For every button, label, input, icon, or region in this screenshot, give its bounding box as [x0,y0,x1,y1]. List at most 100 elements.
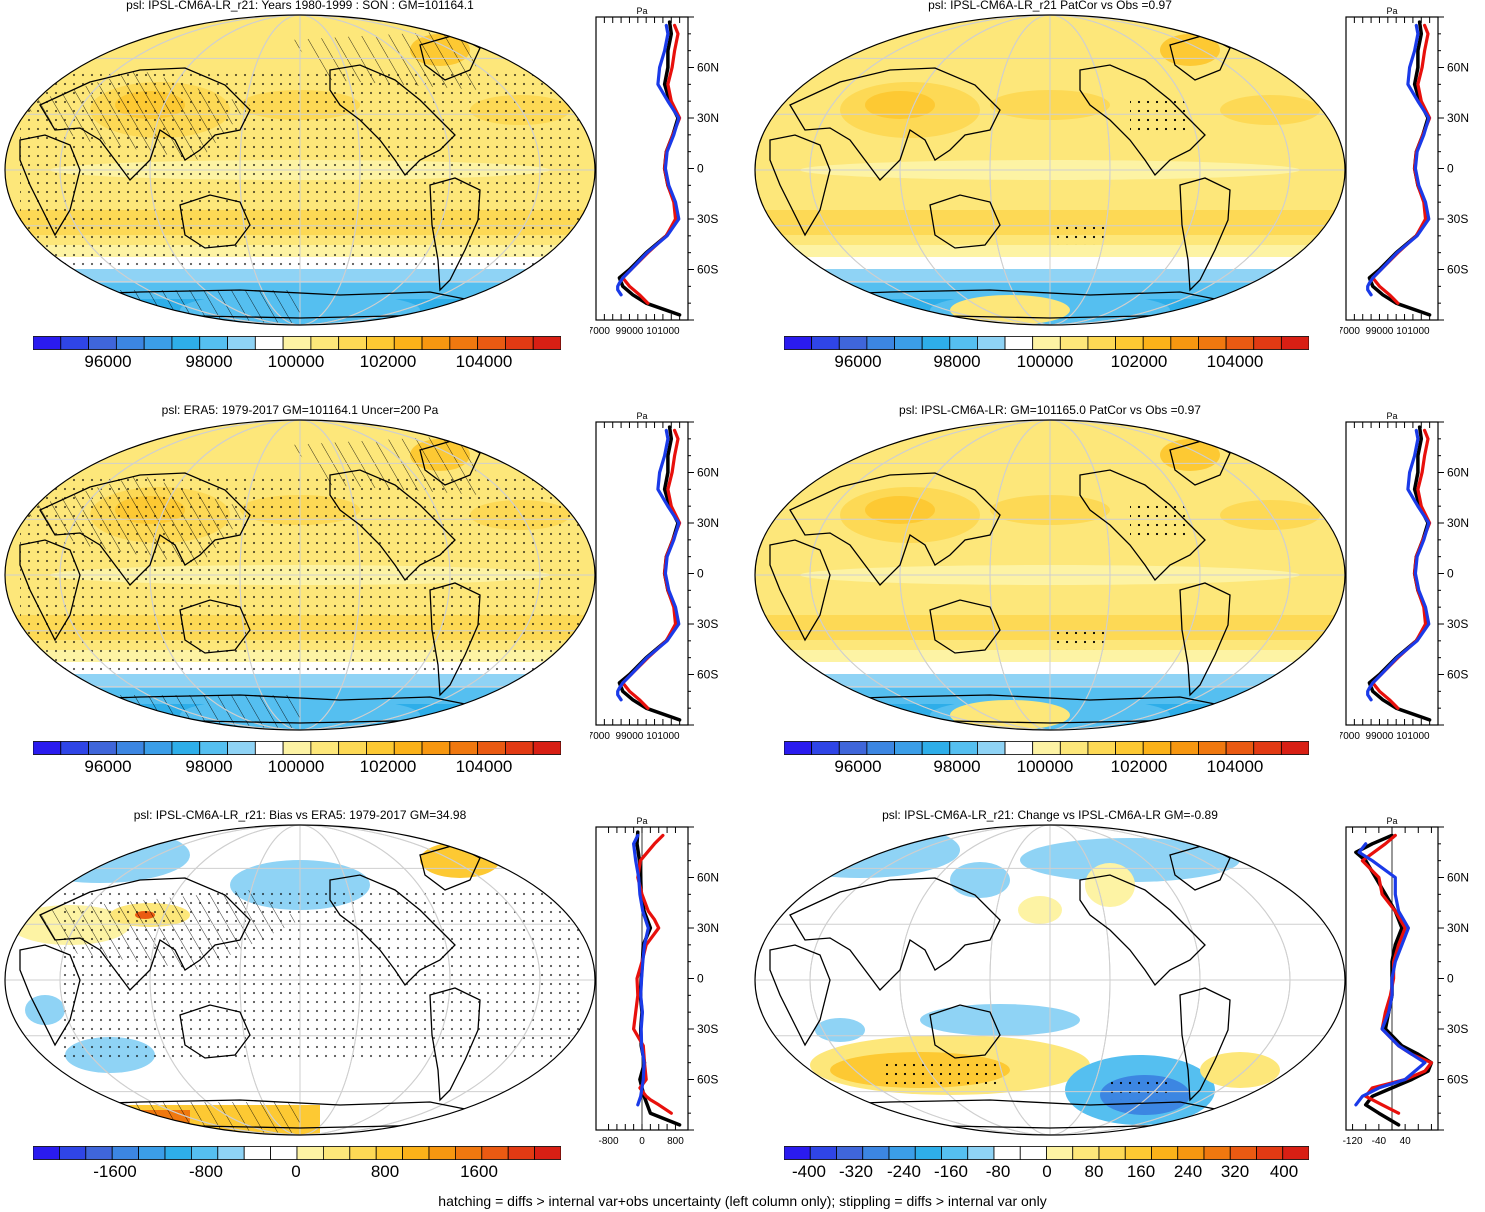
lat-label: 60N [1447,871,1469,885]
colorbar-swatch [993,1146,1021,1160]
colorbar-swatch [477,336,506,350]
coastline [1179,987,1231,1102]
colorbar-swatch [1004,741,1034,755]
colorbar-swatch [1032,741,1061,755]
colorbar-swatch [888,1146,916,1160]
graticule-line [809,15,1291,325]
colorbar-label: 102000 [359,757,417,776]
x-label: -40 [1372,1136,1387,1147]
colorbar-swatch [227,336,256,350]
stippling [60,890,580,1060]
profile-unit: Pa [1386,816,1397,826]
coastline [179,599,251,654]
stippling [1050,225,1110,245]
map [4,419,596,731]
coastline [329,469,456,582]
panel-title: psl: IPSL-CM6A-LR_r21 PatCor vs Obs =0.9… [928,0,1172,12]
coastline [769,944,831,1047]
coastline [179,1004,251,1059]
colorbar [784,336,1309,350]
colorbar-label: -80 [985,1162,1011,1181]
colorbar-swatch [296,1146,324,1160]
graticule-line [239,825,361,1135]
coastline [19,944,81,1047]
graticule-line [899,420,1201,730]
zonal-profile: Pa 60N 30N 0 30S 60S -120 -40 40 [1343,816,1469,1147]
lat-label: 60N [1447,466,1469,480]
colorbar-swatch [838,336,868,350]
colorbar-label: 102000 [1110,757,1168,776]
colorbar-label: 160 [1126,1162,1156,1181]
field-blob [1085,863,1135,907]
colorbar-swatch [421,741,451,755]
colorbar-swatch [507,1146,536,1160]
graticule-line [59,15,541,325]
colorbar-swatch [1004,336,1034,350]
colorbar-swatch [894,741,923,755]
colorbar-swatch [1019,1146,1047,1160]
graticule-line [239,420,361,730]
colorbar-label: 98000 [933,757,981,776]
colorbar-swatch [534,1146,561,1160]
colorbar-label: 102000 [359,352,417,371]
graticule-line [149,825,451,1135]
x-label: 97000 [1340,731,1360,742]
colorbar-swatch [977,741,1006,755]
colorbar-swatch [217,1146,245,1160]
lat-label: 60N [697,871,719,885]
colorbar-swatch [449,741,479,755]
colorbar-swatch [1225,741,1255,755]
colorbar-swatch [1087,741,1116,755]
colorbar-swatch [393,336,423,350]
colorbar-swatch [866,336,895,350]
lat-label: 0 [697,972,704,986]
x-label: 40 [1400,1136,1412,1147]
field-blob [865,496,935,524]
colorbar-swatch [1253,336,1282,350]
colorbar [33,336,561,350]
profile-line-blue [616,23,681,297]
panel-title: psl: IPSL-CM6A-LR: GM=101165.0 PatCor vs… [899,403,1201,417]
coastline [1079,874,1206,987]
colorbar-label: 102000 [1110,352,1168,371]
lat-label: 30S [697,1022,718,1036]
lat-label: 60N [697,61,719,75]
colorbar-swatch [1151,1146,1179,1160]
x-label: 101000 [1396,731,1430,742]
graticule-line [899,15,1201,325]
colorbar-swatch [1280,336,1309,350]
lat-label: 60S [697,263,718,277]
colorbar-swatch [1225,336,1255,350]
colorbar-swatch [1282,1146,1309,1160]
colorbar-swatch [270,1146,298,1160]
colorbar-swatch [60,336,89,350]
colorbar-swatch [227,741,256,755]
x-label: 101000 [646,326,680,337]
colorbar-label: 96000 [834,352,882,371]
colorbar-swatch [88,336,117,350]
map-border [754,419,1346,731]
coastline [329,64,456,177]
colorbar-label: 100000 [267,352,325,371]
colorbar-swatch [366,741,395,755]
x-label: 99000 [616,731,644,742]
map [754,824,1346,1136]
lat-label: 0 [1447,972,1454,986]
colorbar-swatch [1177,1146,1205,1160]
graticule-line [899,825,1201,1135]
colorbar [33,741,561,755]
colorbar-swatch [949,336,978,350]
colorbar [784,1146,1309,1160]
coastline [789,877,1001,991]
colorbar-label: 104000 [455,757,513,776]
graticule-line [149,420,451,730]
colorbar-swatch [1203,1146,1231,1160]
panel-title: psl: IPSL-CM6A-LR_r21: Change vs IPSL-CM… [882,808,1218,822]
panel-title: psl: IPSL-CM6A-LR_r21: Years 1980-1999 :… [126,0,474,12]
colorbar-swatch [505,741,534,755]
field-blob [920,1004,1080,1036]
colorbar-label: 104000 [1206,757,1264,776]
colorbar-swatch [921,741,951,755]
field-blob [865,91,935,119]
